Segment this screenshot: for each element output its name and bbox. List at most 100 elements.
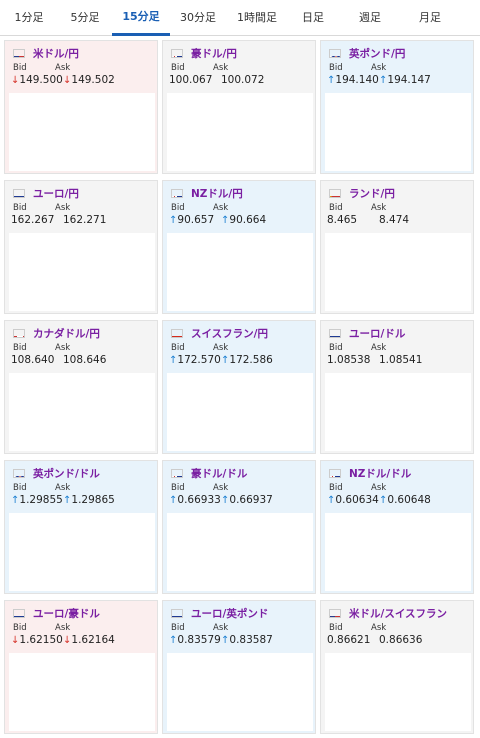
bid-value: 1.08538 [327, 354, 371, 366]
tab-1[interactable]: 5分足 [70, 11, 100, 24]
bid-label: Bid [329, 203, 343, 213]
tab-0[interactable]: 1分足 [14, 11, 44, 24]
currency-pair-label[interactable]: 米ドル/スイスフラン [349, 607, 448, 620]
currency-pair-label[interactable]: ユーロ/円 [33, 187, 79, 200]
currency-pair-label[interactable]: ユーロ/英ポンド [191, 607, 269, 620]
candlestick-chart[interactable] [167, 513, 313, 591]
ask-value: 0.83587 [229, 634, 273, 646]
rate-card[interactable]: 8:1510:1512:1514:158.498.488.478.46 ランド/… [320, 180, 474, 314]
arrow-up-icon: ↑ [327, 495, 336, 506]
currency-pair-label[interactable]: ユーロ/ドル [349, 327, 406, 340]
ask-value: 1.08541 [379, 354, 423, 366]
rate-card[interactable]: 8:1510:1512:1514:151.631.6251.62 ユーロ/豪ドル… [4, 600, 158, 734]
bid-ask-labels: Bid Ask [13, 343, 70, 353]
candlestick-chart[interactable] [9, 233, 155, 311]
bid-ask-labels: Bid Ask [171, 63, 228, 73]
ask-label: Ask [55, 483, 71, 493]
bid-value: 0.66933 [177, 494, 221, 506]
currency-pair-label[interactable]: NZドル/ドル [349, 467, 412, 480]
currency-pair-label[interactable]: 英ポンド/ドル [33, 467, 100, 480]
bid-value: 100.067 [169, 74, 213, 86]
rate-card[interactable]: 8:1510:1512:1514:150.6070.606 NZドル/ドル Bi… [320, 460, 474, 594]
candlestick-chart[interactable] [167, 653, 313, 731]
rate-card[interactable]: 8:1510:1512:1514:151.31.2991.298 英ポンド/ドル… [4, 460, 158, 594]
ask-value: 8.474 [379, 214, 410, 226]
bid-label: Bid [329, 63, 343, 73]
currency-pair-label[interactable]: スイスフラン/円 [191, 327, 269, 340]
rate-card[interactable]: 8:1510:1512:1514:15173172.8172.6 スイスフラン/… [162, 320, 316, 454]
arrow-up-icon: ↑ [169, 215, 178, 226]
currency-pair-label[interactable]: ユーロ/豪ドル [33, 607, 100, 620]
rate-card[interactable]: 8:1510:1512:1514:150.83660.83640.83620.8… [162, 600, 316, 734]
candlestick-chart[interactable] [325, 653, 471, 731]
arrow-up-icon: ↑ [11, 495, 20, 506]
rate-card[interactable]: 8:1510:1512:1514:15108.8108.7108.6108.5 … [4, 320, 158, 454]
bid-ask-values: ↓149.500 ↓149.502 [11, 74, 115, 86]
candlestick-chart[interactable] [167, 373, 313, 451]
currency-flag-icon: 8:1510:1512:1514:15100.210099.8 [171, 48, 183, 58]
card-header: 8:1510:1512:1514:15149.6149.4 米ドル/円 [13, 45, 79, 61]
bid-ask-labels: Bid Ask [13, 623, 70, 633]
bid-ask-values: ↑0.83579 ↑0.83587 [169, 634, 273, 646]
candlestick-chart[interactable] [167, 93, 313, 171]
bid-ask-values: ↓1.62150 ↓1.62164 [11, 634, 115, 646]
currency-flag-icon: 8:1510:1512:1514:15194.4194.2194 [329, 48, 341, 58]
arrow-up-icon: ↑ [221, 215, 230, 226]
currency-pair-label[interactable]: 英ポンド/円 [349, 47, 406, 60]
tab-5[interactable]: 日足 [302, 11, 324, 24]
tab-3[interactable]: 30分足 [180, 11, 216, 24]
ask-value: 194.147 [387, 74, 431, 86]
bid-ask-values: 162.267 162.271 [11, 214, 115, 226]
bid-label: Bid [171, 483, 185, 493]
tab-4[interactable]: 1時間足 [237, 11, 277, 24]
candlestick-chart[interactable] [325, 233, 471, 311]
ask-label: Ask [55, 63, 71, 73]
card-header: 8:1510:1512:1514:151.631.6251.62 ユーロ/豪ドル [13, 605, 100, 621]
bid-label: Bid [13, 623, 27, 633]
currency-pair-label[interactable]: 豪ドル/円 [191, 47, 237, 60]
bid-value: 0.86621 [327, 634, 371, 646]
currency-pair-label[interactable]: NZドル/円 [191, 187, 243, 200]
arrow-up-icon: ↑ [327, 75, 336, 86]
arrow-down-icon: ↓ [63, 635, 72, 646]
bid-ask-labels: Bid Ask [329, 623, 386, 633]
rate-card[interactable]: 8:1510:1512:1514:1590.790.690.5 NZドル/円 B… [162, 180, 316, 314]
rate-card[interactable]: 8:1510:1512:1514:15149.6149.4 米ドル/円 Bid … [4, 40, 158, 174]
rate-card[interactable]: 8:1510:1512:1514:151.08651.0861.0855 ユーロ… [320, 320, 474, 454]
tab-6[interactable]: 週足 [359, 11, 381, 24]
rate-card[interactable]: 8:1510:1512:1514:15162.6162.4162.2 ユーロ/円… [4, 180, 158, 314]
candlestick-chart[interactable] [325, 93, 471, 171]
card-header: 8:1510:1512:1514:15194.4194.2194 英ポンド/円 [329, 45, 405, 61]
currency-pair-label[interactable]: 豪ドル/ドル [191, 467, 248, 480]
currency-pair-label[interactable]: カナダドル/円 [33, 327, 100, 340]
bid-ask-values: ↑194.140 ↑194.147 [327, 74, 431, 86]
rate-card[interactable]: 8:1510:1512:1514:15100.210099.8 豪ドル/円 Bi… [162, 40, 316, 174]
rate-card[interactable]: 8:1510:1512:1514:150.670.6680.666 豪ドル/ドル… [162, 460, 316, 594]
tab-7[interactable]: 月足 [419, 11, 441, 24]
bid-label: Bid [329, 483, 343, 493]
arrow-down-icon: ↓ [11, 75, 20, 86]
candlestick-chart[interactable] [9, 93, 155, 171]
ask-value: 172.586 [229, 354, 273, 366]
currency-pair-label[interactable]: ランド/円 [349, 187, 395, 200]
candlestick-chart[interactable] [9, 653, 155, 731]
candlestick-chart[interactable] [167, 233, 313, 311]
arrow-up-icon: ↑ [221, 355, 230, 366]
arrow-up-icon: ↑ [169, 495, 178, 506]
bid-ask-labels: Bid Ask [329, 343, 386, 353]
bid-value: 1.62150 [19, 634, 63, 646]
bid-ask-labels: Bid Ask [13, 203, 70, 213]
ask-value: 1.29865 [71, 494, 115, 506]
candlestick-chart[interactable] [9, 373, 155, 451]
bid-ask-values: ↑90.657 ↑90.664 [169, 214, 273, 226]
arrow-up-icon: ↑ [169, 355, 178, 366]
card-header: 8:1510:1512:1514:158.498.488.478.46 ランド/… [329, 185, 395, 201]
rate-card[interactable]: 8:1510:1512:1514:15194.4194.2194 英ポンド/円 … [320, 40, 474, 174]
currency-pair-label[interactable]: 米ドル/円 [33, 47, 79, 60]
bid-label: Bid [13, 203, 27, 213]
candlestick-chart[interactable] [325, 373, 471, 451]
tab-2[interactable]: 15分足 [112, 0, 170, 36]
rate-card[interactable]: 8:1510:1512:1514:150.8660.86550.865 米ドル/… [320, 600, 474, 734]
candlestick-chart[interactable] [325, 513, 471, 591]
candlestick-chart[interactable] [9, 513, 155, 591]
